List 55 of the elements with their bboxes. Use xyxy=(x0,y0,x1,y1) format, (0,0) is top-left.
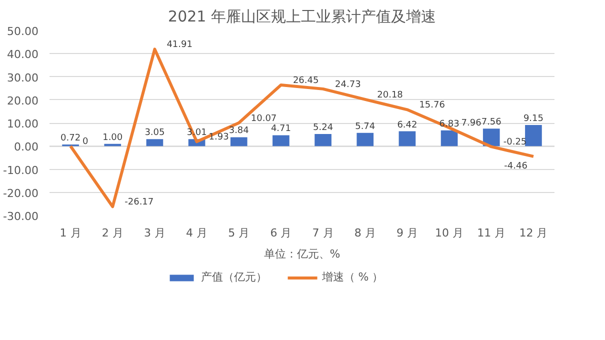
data-label: 9.15 xyxy=(523,114,544,124)
x-tick-label: 2 月 xyxy=(102,226,124,240)
x-tick-label: 10 月 xyxy=(435,226,464,240)
y-tick-label: 20.00 xyxy=(7,94,39,108)
y-tick-label: 40.00 xyxy=(7,48,39,62)
data-label: 41.91 xyxy=(166,40,192,50)
data-label: 6.42 xyxy=(397,120,418,130)
x-tick-label: 7 月 xyxy=(312,226,334,240)
x-tick-label: 4 月 xyxy=(186,226,208,240)
chart-title: 2021 年雁山区规上工业累计产值及增速 xyxy=(168,8,436,26)
data-label: 5.74 xyxy=(355,122,376,132)
y-tick-label: -30.00 xyxy=(3,210,39,223)
x-tick-label: 3 月 xyxy=(144,226,166,240)
data-label: 3.05 xyxy=(144,128,165,138)
data-label: 0 xyxy=(82,137,89,148)
bar xyxy=(272,135,290,146)
x-tick-label: 1 月 xyxy=(60,226,82,240)
data-label: 10.07 xyxy=(250,114,277,124)
x-tick-label: 11 月 xyxy=(477,226,506,240)
y-tick-label: 30.00 xyxy=(7,71,39,84)
legend-label: 产值（亿元） xyxy=(200,270,267,284)
data-label: -26.17 xyxy=(124,198,154,208)
data-label: 24.73 xyxy=(335,80,361,90)
bar xyxy=(398,131,416,146)
y-tick-label: -10.00 xyxy=(3,164,39,177)
data-label: 1.00 xyxy=(102,132,123,143)
data-label: 20.18 xyxy=(377,90,404,100)
data-label: 7.96 xyxy=(461,118,482,129)
y-tick-label: 0.00 xyxy=(14,140,39,154)
data-label: 15.76 xyxy=(419,100,446,111)
bar xyxy=(314,134,332,146)
x-tick-label: 6 月 xyxy=(270,226,292,240)
data-label: 0.72 xyxy=(60,133,81,144)
bar xyxy=(525,124,542,146)
x-tick-label: 8 月 xyxy=(354,226,376,240)
bar xyxy=(356,132,374,146)
bar xyxy=(146,139,164,146)
data-label: 7.56 xyxy=(481,118,502,128)
y-tick-label: 10.00 xyxy=(7,118,39,130)
data-label: 1.93 xyxy=(208,132,229,143)
bar xyxy=(230,137,248,146)
data-label: -4.46 xyxy=(504,161,528,172)
y-tick-label: -20.00 xyxy=(3,186,39,200)
y-tick-label: 50.00 xyxy=(7,25,39,38)
x-tick-label: 5 月 xyxy=(228,226,250,240)
bar xyxy=(440,130,458,146)
data-label: 4.71 xyxy=(270,124,291,134)
data-label: 26.45 xyxy=(292,76,319,86)
x-tick-label: 12 月 xyxy=(519,226,548,240)
x-tick-label: 9 月 xyxy=(396,226,418,240)
bar xyxy=(482,128,500,146)
data-label: 3.84 xyxy=(228,126,250,136)
legend-label: 增速（ % ） xyxy=(322,270,384,284)
data-label: 5.24 xyxy=(313,123,334,134)
x-axis-title: 单位：亿元、% xyxy=(264,248,340,260)
